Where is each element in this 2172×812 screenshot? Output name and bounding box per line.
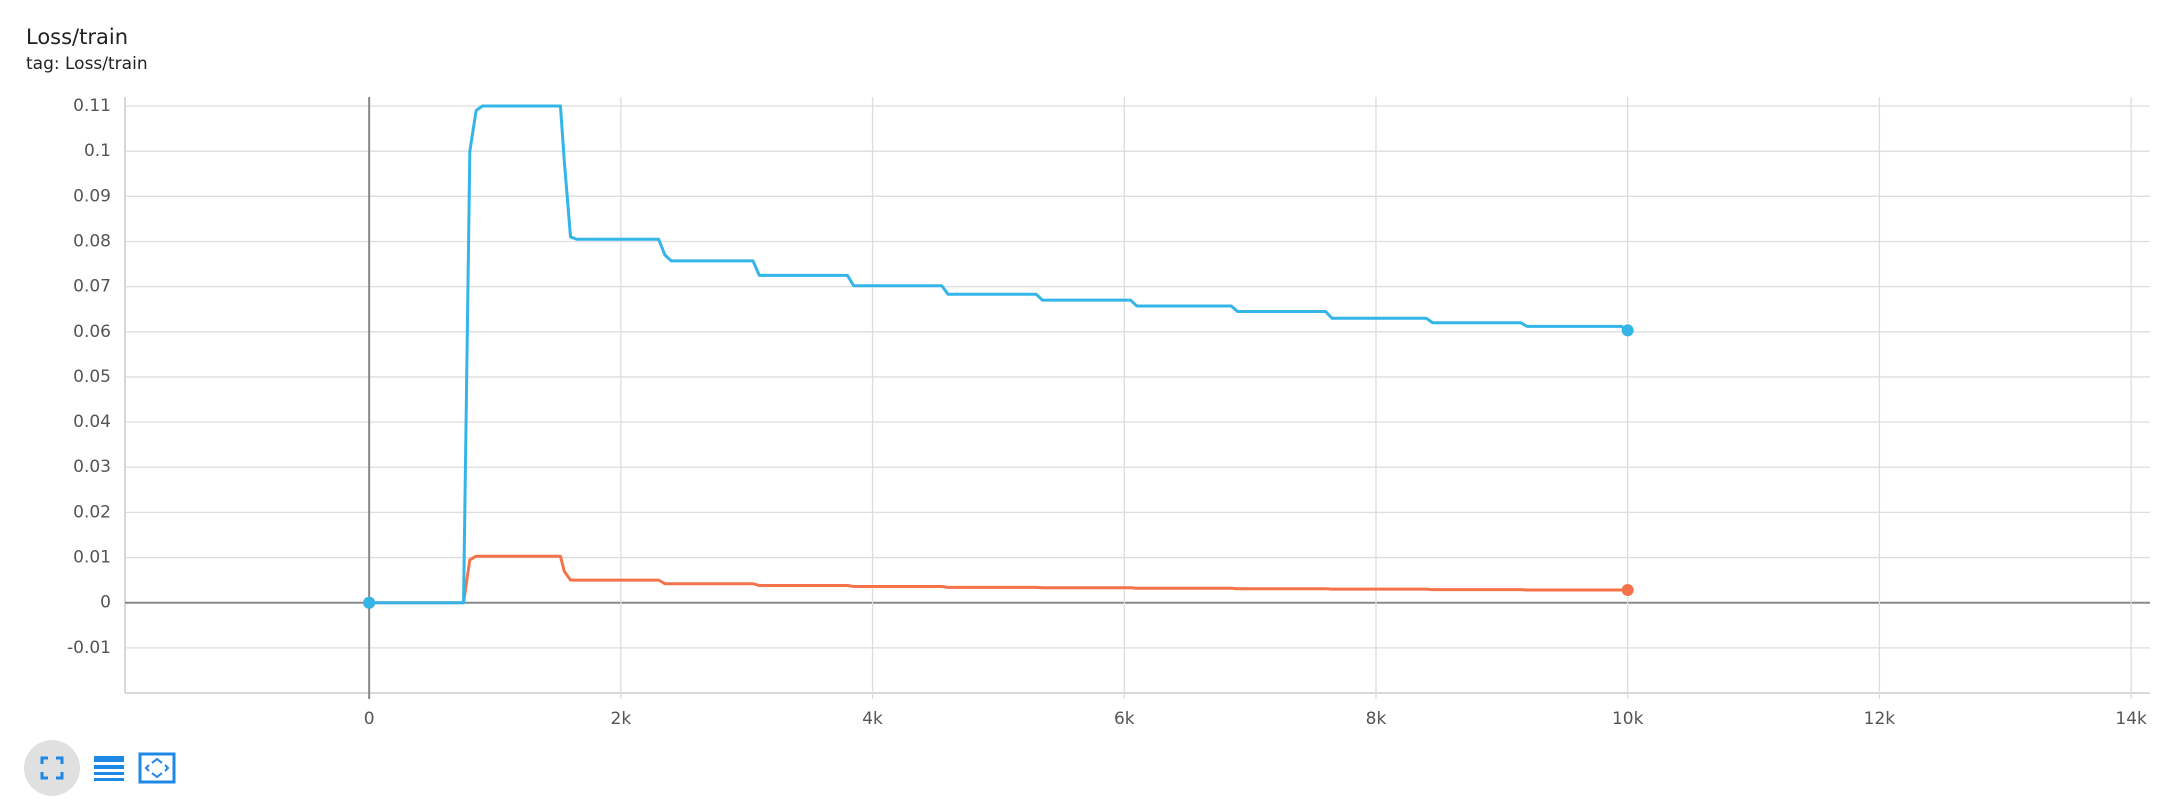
end-point [363, 596, 376, 609]
end-point [1621, 324, 1634, 337]
y-tick-label: 0.1 [84, 141, 111, 161]
x-tick-label: 14k [2115, 709, 2147, 729]
chart-title: Loss/train [26, 25, 128, 49]
y-tick-label: 0.06 [73, 322, 111, 342]
y-tick-label: 0.03 [73, 457, 111, 477]
toggle-log-button[interactable] [92, 751, 126, 785]
y-tick-label: -0.01 [67, 638, 111, 658]
y-tick-label: 0.05 [73, 367, 111, 387]
end-point [1621, 584, 1634, 597]
x-tick-label: 8k [1366, 709, 1387, 729]
y-tick-label: 0.11 [73, 96, 111, 116]
y-tick-label: 0.08 [73, 231, 111, 251]
x-tick-label: 4k [862, 709, 883, 729]
x-tick-label: 0 [364, 709, 375, 729]
y-tick-label: 0.04 [73, 412, 111, 432]
y-tick-label: 0.02 [73, 502, 111, 522]
y-tick-label: 0.07 [73, 277, 111, 297]
x-tick-label: 10k [1612, 709, 1644, 729]
x-tick-label: 12k [1864, 709, 1896, 729]
y-tick-label: 0.09 [73, 186, 111, 206]
chart-subtitle: tag: Loss/train [26, 54, 148, 74]
y-tick-label: 0 [100, 593, 111, 613]
toolbar [24, 740, 176, 796]
x-tick-label: 2k [611, 709, 632, 729]
series-line [369, 554, 1628, 605]
fit-domain-button[interactable] [138, 751, 176, 785]
fullscreen-button[interactable] [24, 740, 80, 796]
x-tick-label: 6k [1114, 709, 1135, 729]
series-line [369, 104, 1629, 605]
y-tick-label: 0.01 [73, 548, 111, 568]
